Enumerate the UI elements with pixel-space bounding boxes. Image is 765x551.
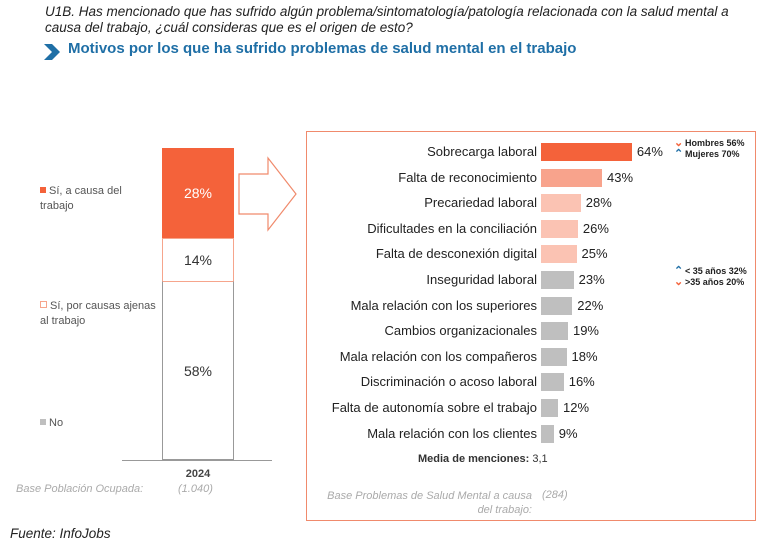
legend-label: No xyxy=(49,417,64,429)
x-axis-line xyxy=(122,460,272,461)
down-chevron-icon: ⌄ xyxy=(674,276,684,288)
bar xyxy=(541,373,564,392)
annotation-line: ⌄ Hombres 56% xyxy=(674,138,745,149)
data-label: 18% xyxy=(571,348,598,364)
bar xyxy=(541,271,574,289)
bar xyxy=(541,347,567,366)
data-label: 43% xyxy=(607,169,634,185)
base-left-value: (1.040) xyxy=(178,483,213,495)
category-label: Sobrecarga laboral xyxy=(427,144,537,159)
mean-value: 3,1 xyxy=(532,453,548,465)
category-label: Mala relación con los compañeros xyxy=(339,348,537,364)
data-label: 64% xyxy=(636,144,663,159)
legend-swatch xyxy=(40,301,47,308)
stacked-segment-no: 58% xyxy=(162,281,234,460)
base-right-label: Base Problemas de Salud Mental a causa d… xyxy=(327,490,532,516)
segment-annotation: ⌄ Hombres 56% ⌃ Mujeres 70% xyxy=(674,138,745,160)
segment-annotation: ⌃ < 35 años 32% ⌄ >35 años 20% xyxy=(674,266,747,288)
bar xyxy=(541,143,632,161)
category-label: Falta de desconexión digital xyxy=(375,246,537,262)
category-label: Mala relación con los superiores xyxy=(350,297,537,313)
bar xyxy=(541,245,577,264)
data-label: 12% xyxy=(563,400,590,415)
category-label: Cambios organizacionales xyxy=(384,323,537,339)
category-label: Discriminación o acoso laboral xyxy=(360,374,537,390)
subtitle: Motivos por los que ha sufrido problemas… xyxy=(68,40,577,57)
bar xyxy=(541,424,554,443)
data-label: 19% xyxy=(572,323,599,339)
category-label: Mala relación con los clientes xyxy=(367,425,537,441)
data-label: 16% xyxy=(568,374,595,390)
question-text: U1B. Has mencionado que has sufrido algú… xyxy=(45,4,729,35)
category-label: Inseguridad laboral xyxy=(426,272,537,287)
category-label: Precariedad laboral xyxy=(424,195,537,211)
data-label: 9% xyxy=(558,425,578,441)
annotation-line: ⌃ < 35 años 32% xyxy=(674,266,747,277)
bar xyxy=(541,219,578,238)
data-label: 28% xyxy=(585,195,612,211)
x-tick-label: 2024 xyxy=(185,468,211,480)
stacked-segment-causa: 28% xyxy=(162,148,234,238)
bar xyxy=(541,168,603,187)
legend-item-no: No xyxy=(40,416,63,431)
legend-swatch xyxy=(40,187,46,193)
legend-label: Sí, por causas ajenas al trabajo xyxy=(40,300,156,327)
base-left-label: Base Población Ocupada: xyxy=(16,483,144,495)
category-label: Falta de autonomía sobre el trabajo xyxy=(331,400,537,415)
annotation-text: Hombres 56% xyxy=(685,138,745,148)
annotation-text: < 35 años 32% xyxy=(685,266,747,276)
mean-mentions: Media de menciones: 3,1 xyxy=(418,453,548,465)
data-label: 25% xyxy=(581,246,608,262)
source-note: Fuente: InfoJobs xyxy=(10,526,111,541)
up-chevron-icon: ⌃ xyxy=(674,265,684,277)
annotation-text: Mujeres 70% xyxy=(685,149,740,159)
bar xyxy=(541,296,573,315)
category-label: Dificultades en la conciliación xyxy=(367,220,537,236)
bar xyxy=(541,399,559,417)
data-label: 26% xyxy=(582,220,609,236)
legend-item-ajenas: Sí, por causas ajenas al trabajo xyxy=(40,299,160,329)
data-label: 23% xyxy=(578,272,605,287)
legend-swatch xyxy=(40,419,46,425)
reasons-panel xyxy=(306,131,756,521)
bar xyxy=(541,322,568,341)
legend-item-causa: Sí, a causa del trabajo xyxy=(40,184,150,214)
data-label: 22% xyxy=(577,297,604,313)
connector-arrow-icon xyxy=(238,156,297,232)
annotation-text: >35 años 20% xyxy=(685,277,745,287)
up-chevron-icon: ⌃ xyxy=(674,148,684,160)
bar xyxy=(541,194,581,213)
mean-label: Media de menciones: xyxy=(418,453,530,465)
chevron-right-icon xyxy=(44,44,60,60)
annotation-line: ⌄ >35 años 20% xyxy=(674,277,747,288)
base-right-value: (284) xyxy=(542,489,568,501)
legend-label: Sí, a causa del trabajo xyxy=(40,185,122,212)
category-label: Falta de reconocimiento xyxy=(398,169,537,185)
annotation-line: ⌃ Mujeres 70% xyxy=(674,149,745,160)
down-chevron-icon: ⌄ xyxy=(674,137,684,149)
stacked-segment-ajenas: 14% xyxy=(162,238,234,281)
